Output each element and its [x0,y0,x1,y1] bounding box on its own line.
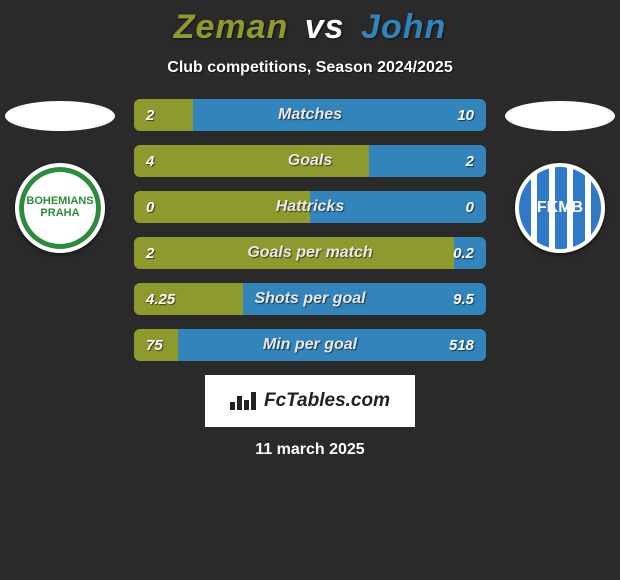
player2-photo-placeholder [505,101,615,131]
vs-text: vs [305,8,345,46]
stat-row: Goals per match2 0.2 [134,237,486,269]
stat-row: Hattricks0 0 [134,191,486,223]
player1-photo-placeholder [5,101,115,131]
stat-value-left: 0 [134,191,166,223]
left-side-column: BOHEMIANS PRAHA [0,99,120,253]
comparison-widget: Zeman vs John Club competitions, Season … [0,0,620,580]
stat-value-left: 4.25 [134,283,187,315]
branding-text: FcTables.com [264,390,390,412]
stat-value-right: 0.2 [441,237,486,269]
right-side-column: FKMB [500,99,620,253]
crest-left-line1: BOHEMIANS [26,195,93,207]
stat-bars: Matches210Goals42Hattricks00Goals per ma… [134,99,486,361]
stat-value-left: 2 [134,237,166,269]
stat-label: Goals per match [134,237,486,269]
stat-label: Min per goal [134,329,486,361]
comparison-title: Zeman vs John [0,8,620,47]
stat-value-right: 9.5 [441,283,486,315]
player1-name: Zeman [174,8,289,46]
stat-value-left: 4 [134,145,166,177]
snapshot-date: 11 march 2025 [0,441,620,459]
fctables-branding: FcTables.com [205,375,415,427]
stat-value-right: 518 [437,329,486,361]
stat-label: Goals [134,145,486,177]
stat-row: Shots per goal4.259.5 [134,283,486,315]
player2-club-crest: FKMB [515,163,605,253]
stat-row: Goals4 2 [134,145,486,177]
stat-value-right: 0 [454,191,486,223]
subtitle: Club competitions, Season 2024/2025 [0,59,620,77]
stat-row: Matches2 10 [134,99,486,131]
stat-row: Min per goal75 518 [134,329,486,361]
stat-value-right: 10 [445,99,486,131]
stat-label: Matches [134,99,486,131]
stat-value-right: 2 [454,145,486,177]
stat-value-left: 75 [134,329,175,361]
stat-label: Hattricks [134,191,486,223]
bar-chart-icon [230,392,256,410]
stat-value-left: 2 [134,99,166,131]
player1-club-crest: BOHEMIANS PRAHA [15,163,105,253]
crest-left-line2: PRAHA [40,207,79,219]
stats-stage: BOHEMIANS PRAHA FKMB Matches210Goals42Ha… [0,99,620,459]
player2-name: John [361,8,446,46]
crest-right-text: FKMB [537,200,583,217]
